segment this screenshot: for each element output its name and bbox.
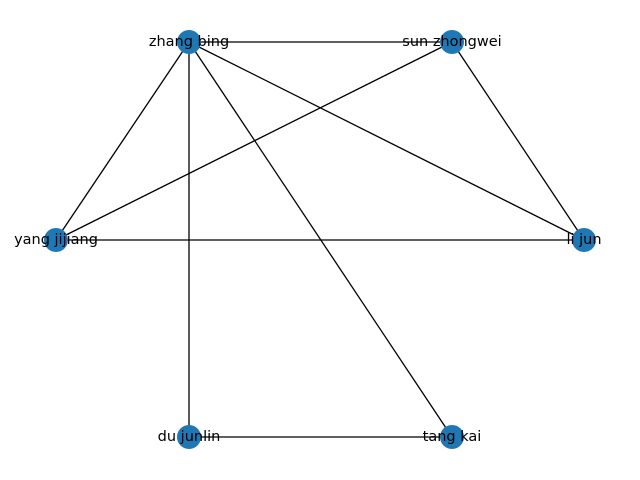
node-tang-kai [440, 425, 464, 449]
node-sun-zhongwei [440, 30, 464, 54]
node-label-sun-zhongwei: sun zhongwei [402, 34, 501, 50]
nodes-layer [44, 30, 596, 449]
node-label-du-junlin: du junlin [158, 429, 221, 445]
node-label-zhang-bing: zhang bing [149, 34, 229, 50]
edges-layer [55, 41, 585, 438]
labels-layer: zhang bing sun zhongwei yang jijiang li jun… [14, 34, 601, 445]
node-du-junlin [177, 425, 201, 449]
node-li-jun [572, 228, 596, 252]
edge-sun-zhongwei-to-yang-jijiang [55, 41, 453, 241]
edge-sun-zhongwei-to-li-jun [451, 41, 585, 241]
node-zhang-bing [177, 30, 201, 54]
node-yang-jijiang [44, 228, 68, 252]
node-label-yang-jijiang: yang jijiang [14, 232, 98, 248]
edge-zhang-bing-to-li-jun [188, 41, 585, 241]
edge-zhang-bing-to-yang-jijiang [55, 41, 190, 241]
node-label-tang-kai: tang kai [423, 429, 482, 445]
node-label-li-jun: li jun [566, 232, 601, 248]
